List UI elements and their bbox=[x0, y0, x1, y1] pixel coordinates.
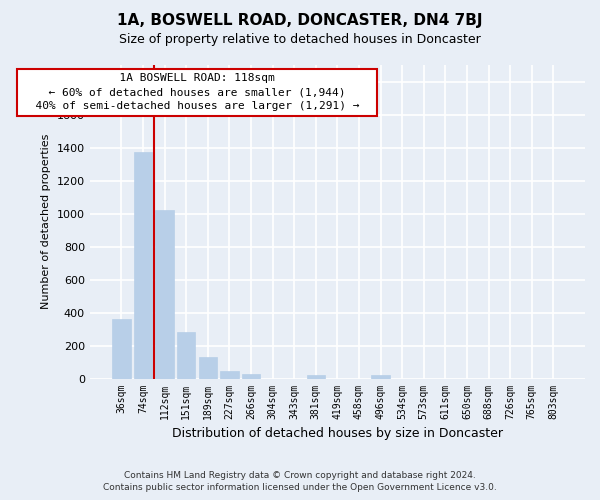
Y-axis label: Number of detached properties: Number of detached properties bbox=[41, 134, 51, 310]
Bar bbox=[307, 376, 325, 378]
Bar bbox=[242, 374, 260, 378]
Bar bbox=[134, 152, 152, 378]
Bar bbox=[177, 332, 196, 378]
Text: Contains HM Land Registry data © Crown copyright and database right 2024.
Contai: Contains HM Land Registry data © Crown c… bbox=[103, 471, 497, 492]
X-axis label: Distribution of detached houses by size in Doncaster: Distribution of detached houses by size … bbox=[172, 427, 503, 440]
Text: Size of property relative to detached houses in Doncaster: Size of property relative to detached ho… bbox=[119, 32, 481, 46]
Bar bbox=[199, 357, 217, 378]
Text: 1A, BOSWELL ROAD, DONCASTER, DN4 7BJ: 1A, BOSWELL ROAD, DONCASTER, DN4 7BJ bbox=[117, 12, 483, 28]
Text: 1A BOSWELL ROAD: 118sqm  
  ← 60% of detached houses are smaller (1,944)  
  40%: 1A BOSWELL ROAD: 118sqm ← 60% of detache… bbox=[22, 74, 373, 112]
Bar bbox=[371, 376, 390, 378]
Bar bbox=[220, 371, 239, 378]
Bar bbox=[155, 210, 174, 378]
Bar bbox=[112, 319, 131, 378]
